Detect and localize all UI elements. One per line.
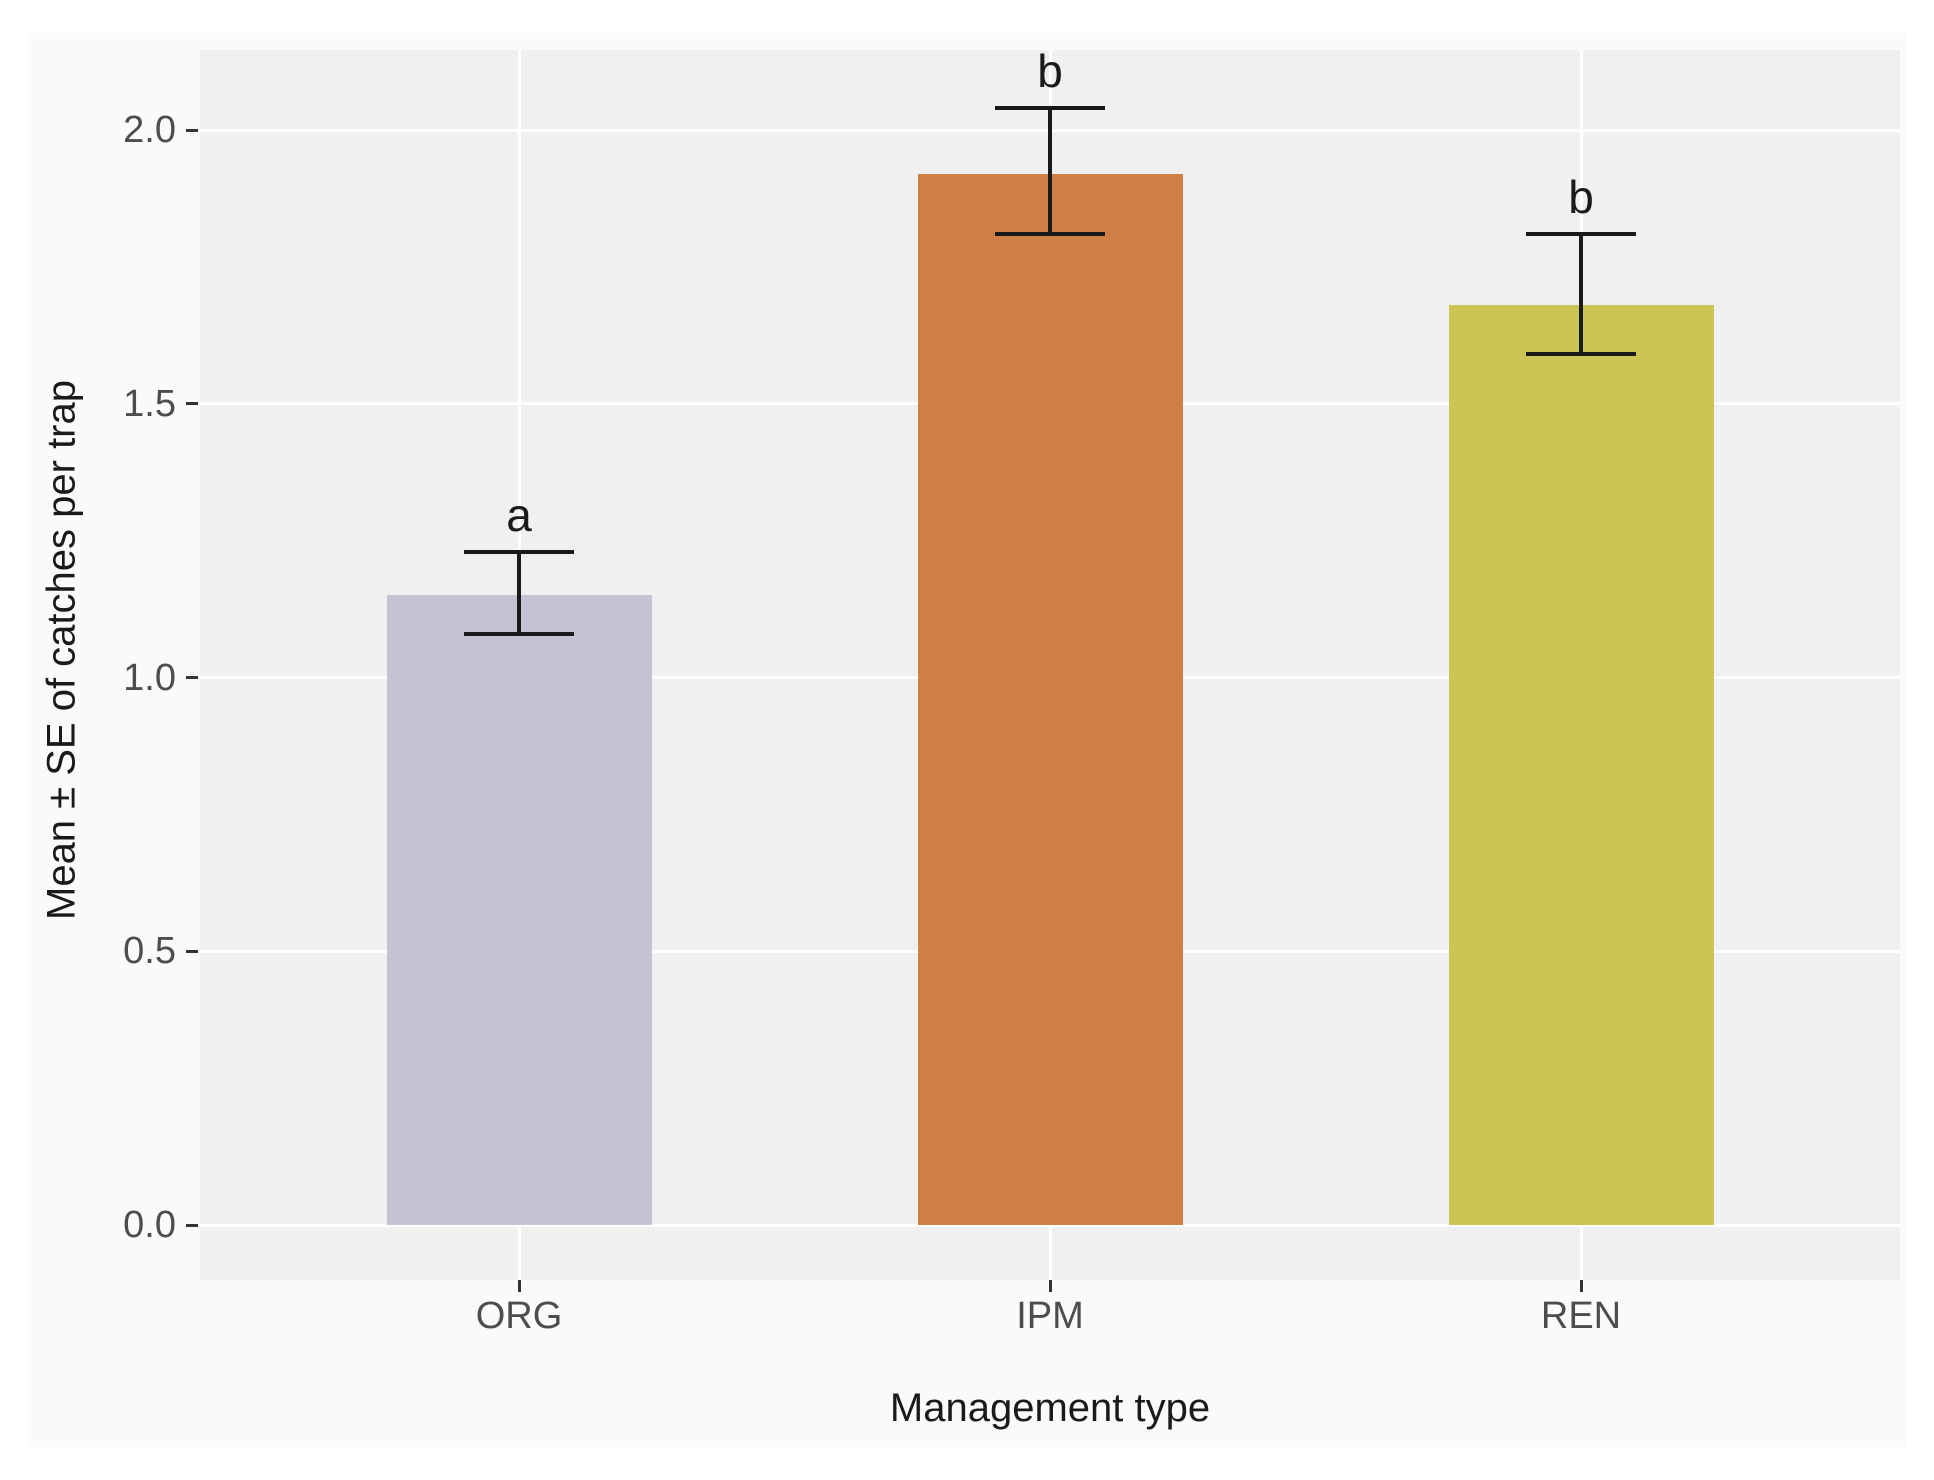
y-axis-tick-label: 1.0 bbox=[123, 656, 176, 699]
y-axis-title: Mean ± SE of catches per trap bbox=[39, 380, 84, 920]
significance-letter: b bbox=[1037, 45, 1063, 98]
y-axis-tick-label: 2.0 bbox=[123, 109, 176, 151]
y-axis-tick-label: 1.5 bbox=[123, 382, 176, 425]
x-axis-tick-mark bbox=[517, 1280, 521, 1292]
error-bar-cap bbox=[464, 631, 574, 636]
significance-letter: a bbox=[506, 488, 532, 541]
x-axis-tick-label: IPM bbox=[1016, 1295, 1084, 1337]
y-axis-tick-mark bbox=[186, 949, 198, 953]
y-axis-tick-mark bbox=[186, 402, 198, 406]
error-bar-cap bbox=[464, 549, 574, 554]
y-axis-tick-mark bbox=[186, 1223, 198, 1227]
bar-ren bbox=[1448, 305, 1714, 1225]
y-axis-tick-label: 0.0 bbox=[123, 1204, 176, 1246]
gridline-horizontal bbox=[200, 1223, 1900, 1227]
x-axis-title: Management type bbox=[889, 1386, 1211, 1430]
y-axis-tick-label: 0.5 bbox=[123, 930, 176, 973]
x-axis-tick-label: REN bbox=[1540, 1295, 1622, 1337]
x-axis-tick-mark bbox=[1048, 1280, 1052, 1292]
bar-ipm bbox=[917, 173, 1183, 1225]
error-bar-stem bbox=[1048, 108, 1052, 235]
error-bar-cap bbox=[1526, 232, 1636, 237]
significance-letter: b bbox=[1568, 171, 1594, 224]
error-bar-stem bbox=[1579, 234, 1583, 355]
error-bar-cap bbox=[995, 232, 1105, 237]
error-bar-cap bbox=[1526, 352, 1636, 357]
y-axis-tick-mark bbox=[186, 676, 198, 679]
x-axis-tick-label: ORG bbox=[475, 1295, 563, 1337]
y-axis-tick-mark bbox=[186, 128, 198, 132]
plot-panel: a b b bbox=[200, 45, 1900, 1280]
error-bar-cap bbox=[995, 106, 1105, 111]
error-bar-stem bbox=[517, 551, 521, 634]
bar-org bbox=[386, 595, 652, 1225]
x-axis-tick-mark bbox=[1579, 1280, 1583, 1292]
